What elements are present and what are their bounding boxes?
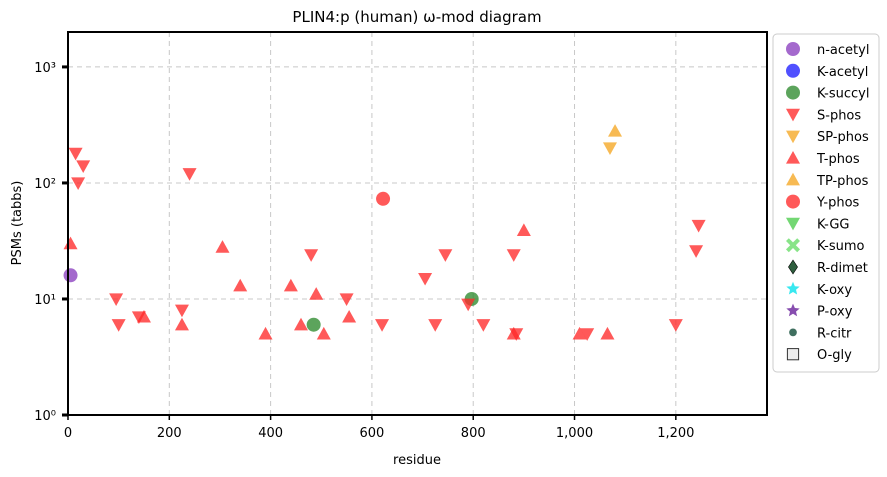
legend-marker-R-dimet [788, 259, 798, 275]
legend-marker-S-phos [786, 108, 800, 122]
legend-label-T-phos: T-phos [816, 152, 860, 167]
x-axis-label: residue [393, 453, 441, 468]
data-point-T-phos [309, 287, 324, 300]
data-point-T-phos [215, 240, 230, 253]
data-point-TP-phos [608, 124, 623, 137]
x-tick-label: 1,000 [556, 426, 593, 441]
data-point-S-phos [428, 319, 443, 332]
legend-marker-K-oxy [786, 281, 800, 295]
legend-label-SP-phos: SP-phos [817, 130, 869, 145]
legend-label-K-succyl: K-succyl [817, 87, 869, 102]
legend-label-R-citr: R-citr [817, 326, 852, 341]
data-point-T-phos [174, 317, 189, 331]
data-point-S-phos [375, 319, 390, 332]
legend-label-P-oxy: P-oxy [817, 305, 853, 320]
x-axis-ticks: 0 200 400 600 800 1,000 1,200 [64, 415, 694, 441]
y-tick-label: 10³ [34, 61, 56, 76]
data-point-T-phos [63, 236, 78, 250]
y-axis-ticks: 10⁰ 10¹ 10² 10³ [34, 61, 68, 424]
data-point-S-phos [461, 298, 476, 312]
y-tick-label: 10² [34, 177, 56, 192]
legend-label-S-phos: S-phos [817, 108, 861, 123]
legend-marker-K-GG [786, 217, 800, 231]
legend-label-n-acetyl: n-acetyl [817, 43, 869, 58]
legend-label-K-acetyl: K-acetyl [817, 65, 868, 80]
legend-marker-O-gly [786, 348, 800, 361]
data-point-T-phos [516, 223, 531, 236]
legend-label-TP-phos: TP-phos [816, 174, 869, 189]
y-axis-label: PSMs (tabbs) [10, 181, 25, 266]
legend-marker-P-oxy [786, 303, 800, 317]
grid-lines [68, 32, 767, 415]
x-tick-label: 0 [64, 426, 72, 441]
data-point-T-phos [258, 326, 273, 340]
legend-marker-K-sumo [786, 238, 800, 253]
data-point-T-phos [600, 326, 615, 340]
data-point-T-phos [294, 317, 308, 331]
legend-marker-K-acetyl [786, 63, 800, 78]
data-point-S-phos [111, 319, 126, 332]
x-tick-label: 600 [359, 426, 384, 441]
data-point-n-acetyl [63, 268, 78, 283]
chart-title: PLIN4:p (human) ω-mod diagram [292, 8, 541, 26]
plot-frame [67, 31, 768, 416]
data-point-T-phos [316, 326, 331, 340]
data-point-S-phos [506, 249, 521, 262]
data-point-S-phos [476, 319, 491, 332]
data-point-T-phos [506, 326, 521, 340]
data-point-S-phos [68, 147, 83, 161]
legend: n-acetyl K-acetyl K-succyl S-phos SP-phos T-p… [772, 33, 880, 373]
data-point-S-phos [580, 328, 595, 341]
data-point-S-phos [109, 293, 124, 306]
x-tick-label: 200 [157, 426, 182, 441]
data-point-S-phos [304, 249, 319, 262]
data-point-S-phos [71, 177, 86, 190]
data-point-T-phos [572, 326, 587, 340]
legend-marker-K-succyl [786, 85, 800, 100]
legend-marker-SP-phos [786, 130, 800, 144]
data-point-S-phos [691, 219, 706, 233]
data-point-S-phos [76, 160, 91, 173]
legend-label-K-GG: K-GG [817, 217, 849, 232]
data-point-S-phos [438, 249, 453, 262]
legend-marker-TP-phos [786, 172, 800, 186]
data-point-S-phos [182, 168, 197, 181]
x-tick-label: 800 [461, 426, 486, 441]
data-point-Y-phos [376, 191, 391, 206]
data-point-T-phos [342, 309, 357, 323]
data-point-S-phos [668, 319, 683, 332]
x-tick-label: 1,200 [657, 426, 694, 441]
data-point-K-succyl [306, 317, 321, 332]
legend-marker-R-citr [789, 328, 797, 337]
legend-marker-Y-phos [786, 194, 800, 209]
legend-label-O-gly: O-gly [817, 348, 852, 363]
data-point-S-phos [174, 304, 189, 318]
data-point-T-phos [136, 309, 151, 323]
legend-label-K-sumo: K-sumo [817, 239, 865, 254]
data-point-S-phos [418, 272, 433, 286]
data-point-S-phos [339, 293, 354, 306]
y-tick-label: 10⁰ [34, 409, 56, 424]
legend-marker-T-phos [786, 151, 800, 164]
legend-box [772, 33, 880, 373]
data-point-T-phos [233, 278, 248, 292]
legend-label-K-oxy: K-oxy [817, 283, 852, 298]
x-tick-label: 400 [258, 426, 283, 441]
data-point-SP-phos [602, 142, 617, 156]
data-point-S-phos [689, 245, 704, 258]
data-points [63, 124, 706, 341]
data-point-T-phos [283, 278, 298, 292]
legend-label-Y-phos: Y-phos [816, 196, 860, 211]
legend-marker-n-acetyl [786, 42, 800, 56]
legend-label-R-dimet: R-dimet [817, 261, 868, 276]
y-tick-label: 10¹ [34, 293, 56, 308]
